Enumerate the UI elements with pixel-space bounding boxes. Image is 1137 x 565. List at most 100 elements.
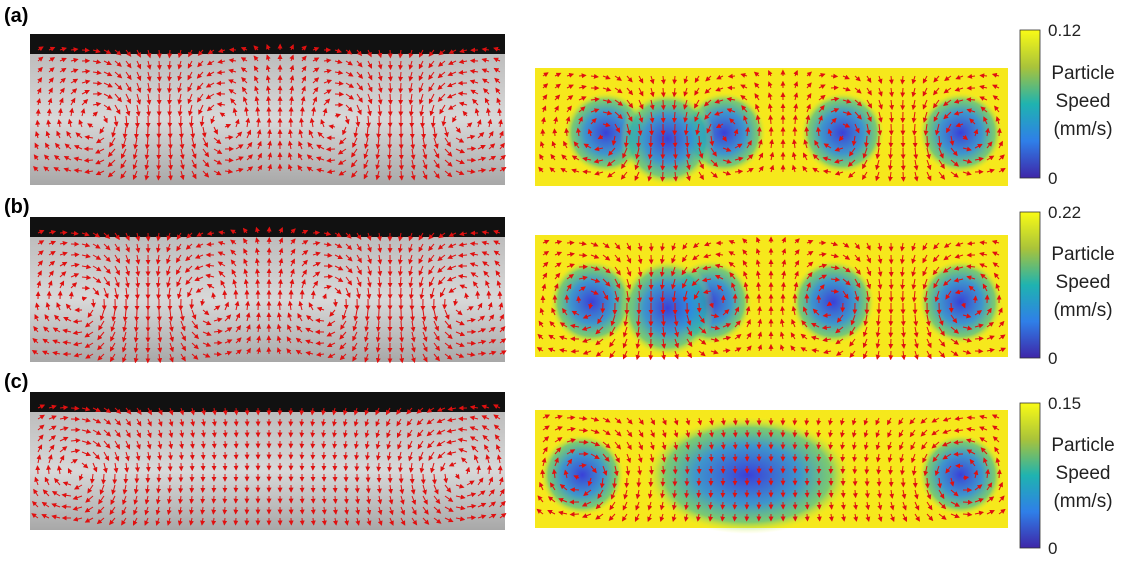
velocity-arrow [49, 109, 50, 116]
velocity-arrow [389, 463, 390, 471]
velocity-arrow [137, 288, 138, 299]
velocity-arrow [579, 430, 587, 431]
velocity-arrow [806, 127, 807, 136]
velocity-arrow [225, 430, 226, 437]
panel-label: (a) [4, 5, 28, 27]
velocity-arrow [806, 418, 807, 425]
colorbar-title: Speed [1056, 463, 1111, 484]
velocity-arrow [467, 517, 475, 518]
velocity-arrow [224, 518, 225, 525]
velocity-arrow [663, 88, 664, 96]
colorbar-min: 0 [1048, 349, 1057, 368]
velocity-arrow [159, 72, 160, 81]
velocity-arrow [357, 485, 358, 492]
velocity-arrow [554, 129, 555, 136]
velocity-arrow [159, 310, 160, 321]
velocity-arrow [878, 466, 879, 474]
velocity-arrow [335, 496, 336, 503]
velocity-arrow [567, 417, 574, 418]
velocity-arrow [830, 454, 831, 461]
velocity-arrow [975, 338, 983, 339]
velocity-arrow [723, 442, 724, 449]
velocity-arrow [459, 93, 467, 94]
velocity-arrow [819, 514, 820, 521]
velocity-arrow [170, 138, 171, 148]
velocity-arrow [378, 127, 379, 138]
figure-canvas: (a)0.120ParticleSpeed(mm/s)(b)0.220Parti… [0, 0, 1137, 565]
velocity-arrow [313, 291, 314, 299]
low-speed-region [644, 416, 852, 534]
velocity-arrow [257, 107, 258, 116]
low-speed-region [918, 92, 1003, 175]
colorbar-title: Speed [1056, 272, 1111, 293]
velocity-arrow [651, 243, 652, 251]
velocity-arrow [663, 315, 664, 325]
velocity-arrow [401, 321, 402, 331]
velocity-arrow [213, 507, 214, 514]
velocity-arrow [324, 276, 332, 277]
low-speed-region [918, 434, 1003, 517]
velocity-arrow [169, 50, 170, 57]
velocity-arrow [963, 477, 968, 478]
velocity-arrow [759, 127, 760, 136]
velocity-arrow [723, 296, 724, 303]
velocity-arrow [302, 518, 303, 525]
velocity-arrow [202, 496, 203, 503]
panel-label: (c) [4, 371, 28, 393]
velocity-arrow [735, 430, 736, 437]
velocity-arrow [818, 442, 819, 449]
velocity-arrow [467, 343, 475, 344]
velocity-arrow [390, 94, 391, 104]
speed-map [535, 410, 1008, 534]
velocity-arrow [663, 466, 664, 474]
velocity-arrow [192, 452, 193, 459]
velocity-arrow [159, 61, 160, 69]
velocity-arrow [401, 160, 402, 169]
velocity-arrow [806, 430, 807, 437]
velocity-arrow [137, 116, 138, 127]
velocity-arrow [169, 105, 170, 115]
velocity-arrow [572, 351, 579, 352]
velocity-arrow [257, 280, 258, 288]
velocity-arrow [734, 514, 735, 521]
velocity-arrow [379, 288, 380, 298]
low-speed-region [620, 259, 715, 357]
velocity-arrow [368, 485, 369, 493]
figure: (a)0.120ParticleSpeed(mm/s)(b)0.220Parti… [0, 0, 1137, 565]
velocity-arrow [903, 172, 904, 181]
colorbar-min: 0 [1048, 539, 1057, 558]
velocity-arrow [890, 148, 891, 158]
photo-background [30, 392, 505, 414]
velocity-arrow [236, 419, 237, 426]
velocity-arrow [477, 292, 478, 299]
low-speed-region [790, 259, 875, 344]
velocity-arrow [675, 148, 676, 158]
velocity-arrow [729, 76, 735, 77]
velocity-arrow [378, 463, 379, 471]
low-speed-region [918, 259, 1003, 344]
velocity-arrow [400, 83, 401, 92]
velocity-arrow [345, 452, 346, 459]
speed-map [535, 235, 1008, 359]
velocity-arrow [313, 507, 314, 514]
colorbar-title: Particle [1051, 244, 1114, 265]
colorbar-max: 0.15 [1048, 394, 1081, 413]
velocity-arrow [180, 485, 181, 492]
velocity-arrow [224, 507, 225, 514]
velocity-arrow [915, 478, 916, 487]
velocity-arrow [85, 160, 93, 161]
photo-panel [30, 217, 506, 362]
velocity-arrow [389, 149, 390, 159]
velocity-arrow [389, 171, 390, 180]
velocity-arrow [334, 452, 335, 459]
velocity-arrow [169, 485, 170, 492]
photo-panel [30, 392, 506, 530]
photo-background [30, 217, 505, 239]
velocity-arrow [710, 502, 711, 509]
velocity-arrow [324, 255, 332, 256]
velocity-arrow [807, 514, 808, 521]
velocity-arrow [674, 76, 675, 84]
velocity-arrow [975, 296, 976, 303]
velocity-arrow [699, 454, 700, 461]
velocity-arrow [578, 297, 579, 303]
